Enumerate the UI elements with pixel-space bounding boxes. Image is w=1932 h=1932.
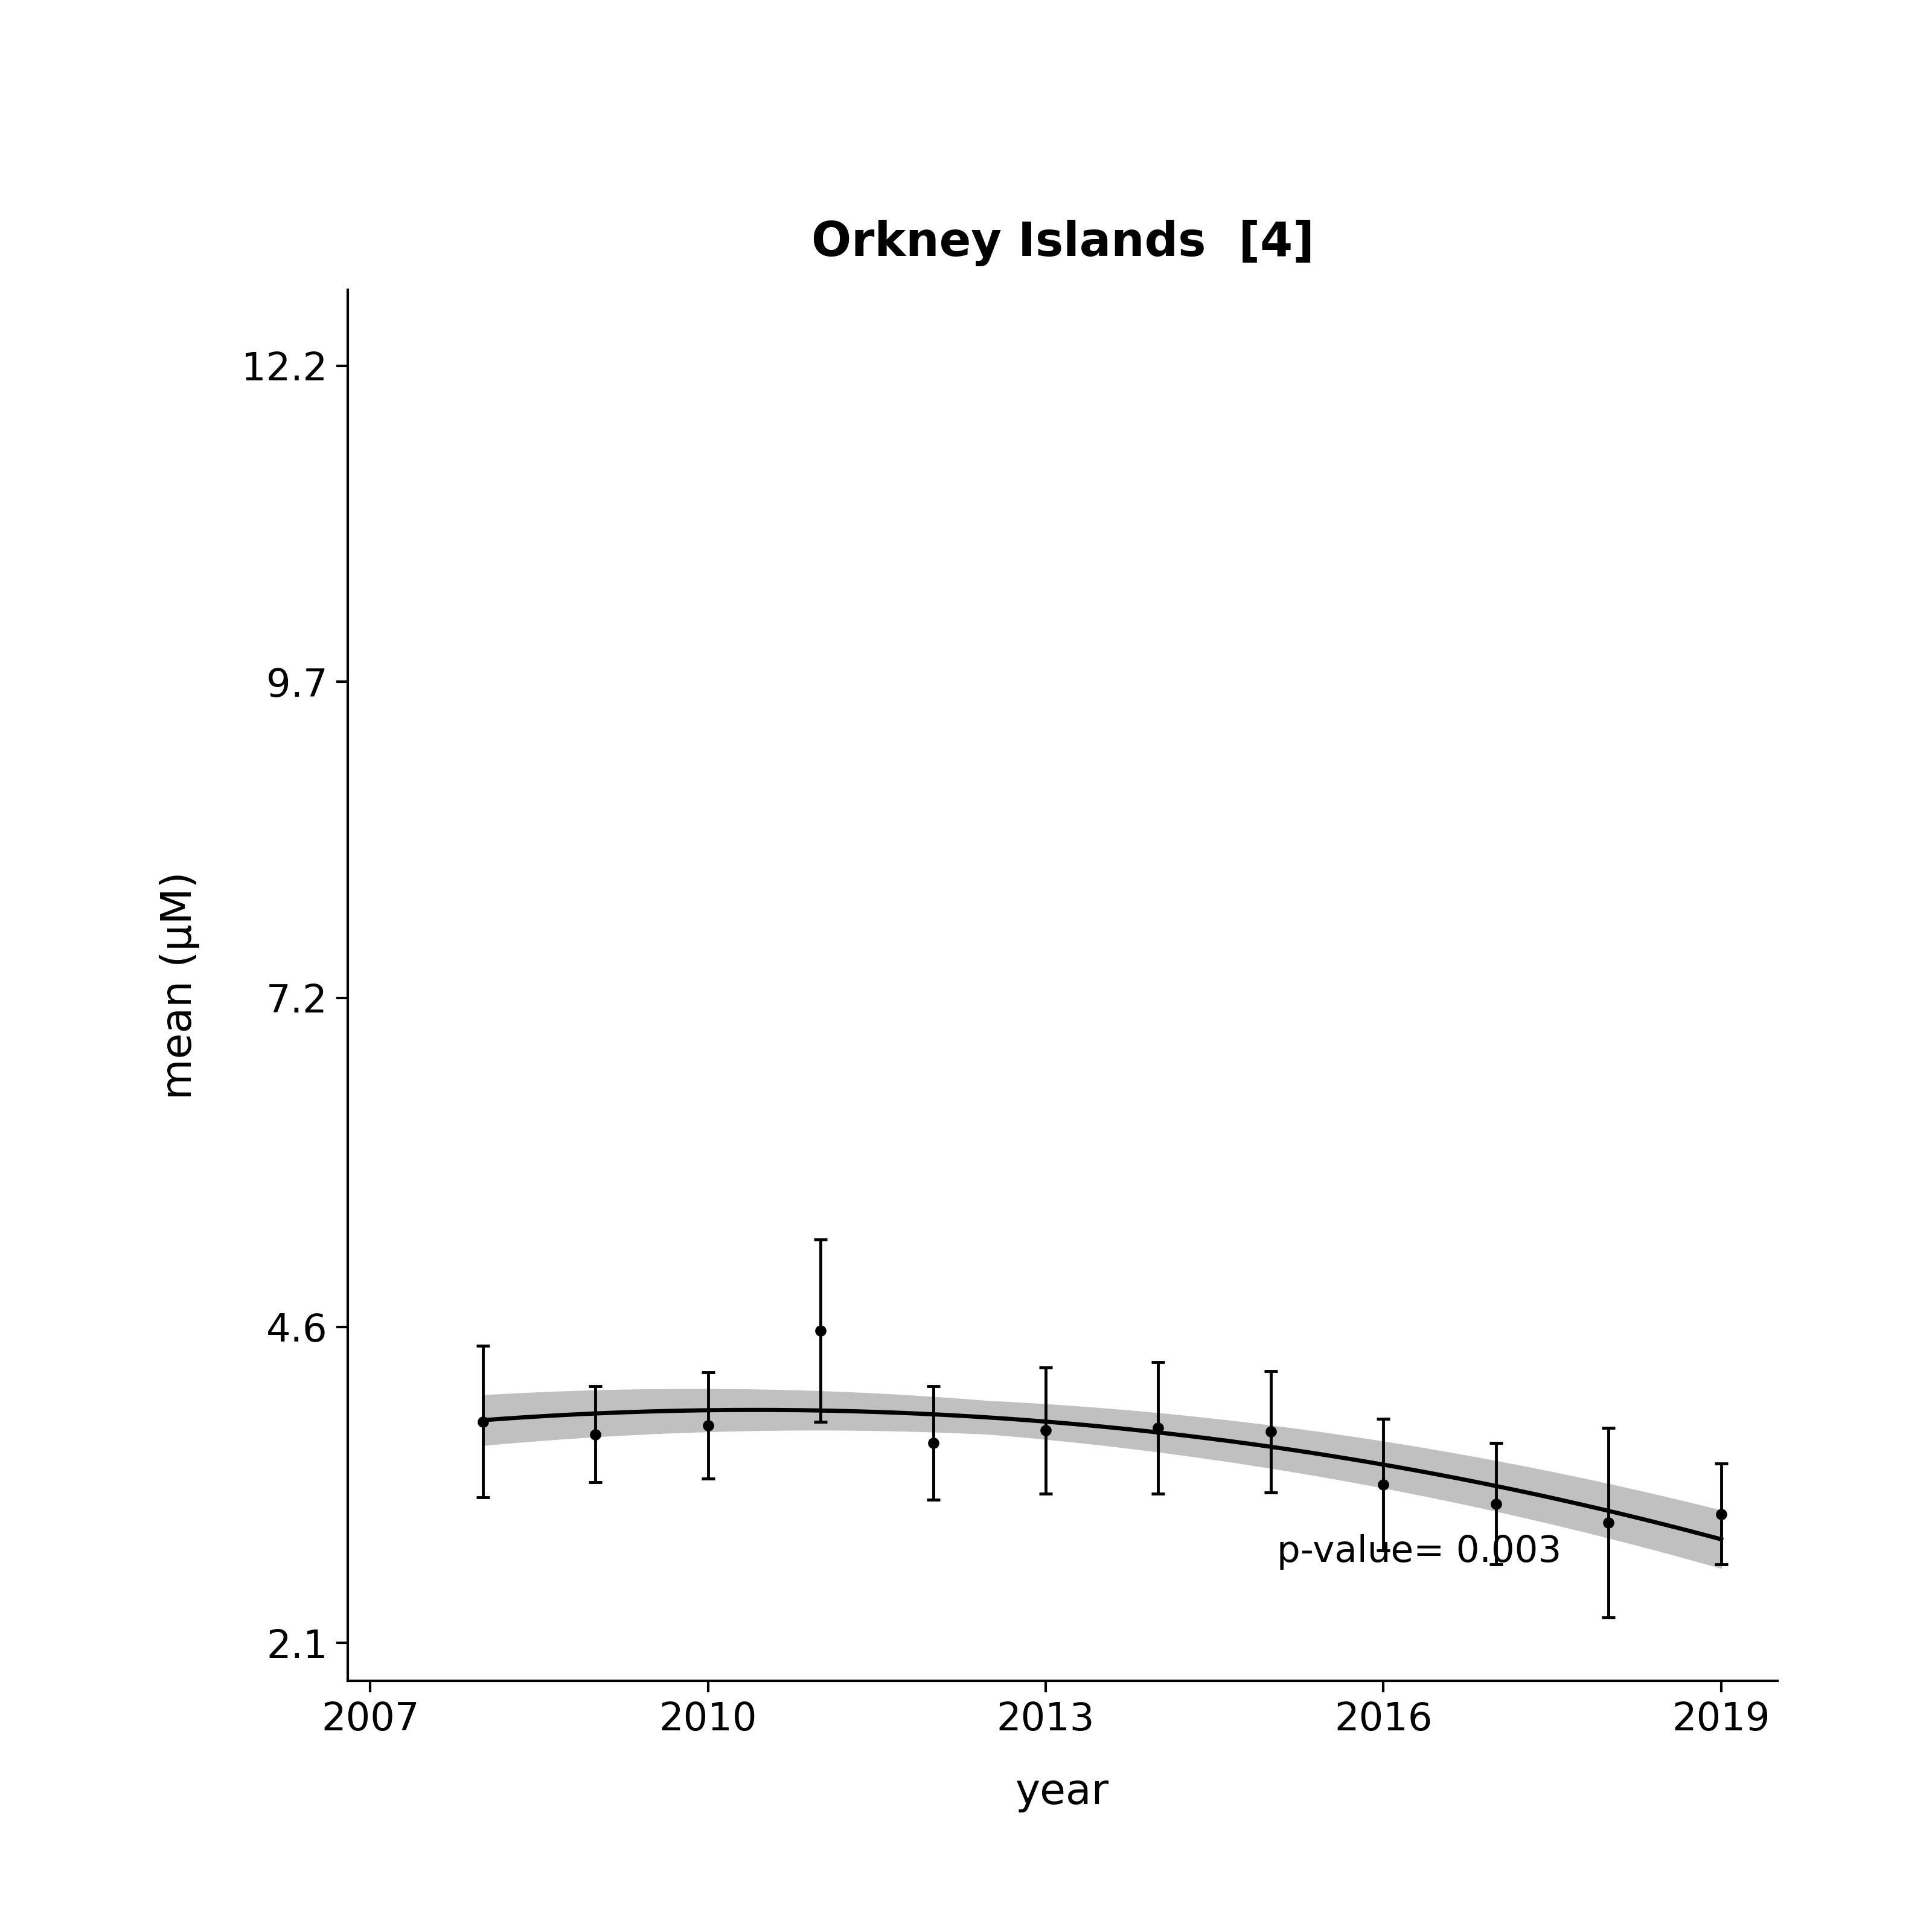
Point [1706,1499,1737,1530]
Point [1480,1488,1511,1519]
Point [1594,1507,1625,1538]
Y-axis label: mean (μM): mean (μM) [158,871,199,1099]
Point [692,1410,723,1441]
Text: p-value= 0.003: p-value= 0.003 [1277,1534,1561,1569]
X-axis label: year: year [1016,1772,1109,1812]
Point [1030,1414,1061,1445]
Point [468,1406,498,1437]
Point [1144,1412,1175,1443]
Point [918,1428,949,1459]
Title: Orkney Islands  [4]: Orkney Islands [4] [811,220,1314,267]
Point [1256,1416,1287,1447]
Point [580,1418,611,1449]
Point [1368,1470,1399,1501]
Point [806,1316,837,1347]
